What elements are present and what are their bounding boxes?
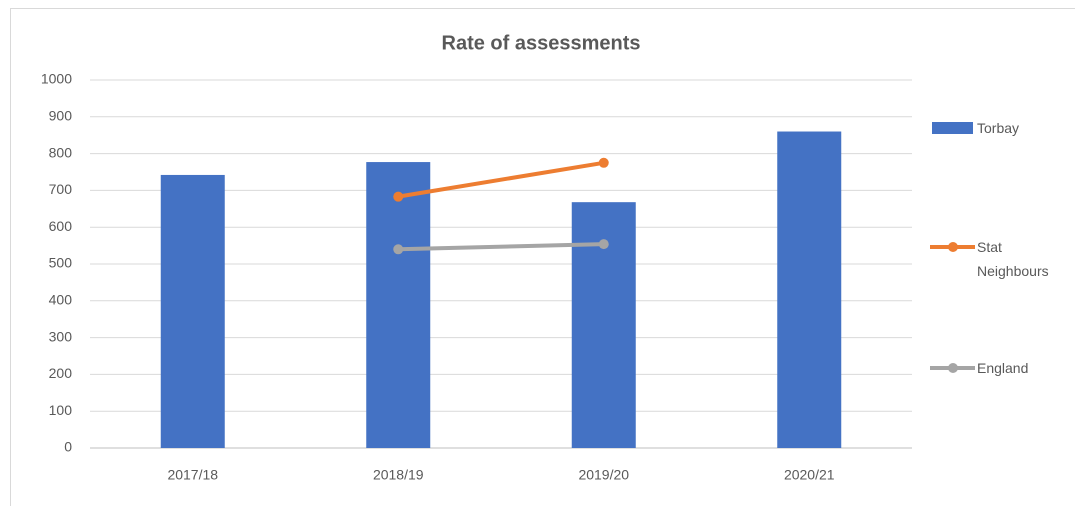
chart-border: [10, 8, 1075, 506]
legend-marker: [948, 363, 958, 373]
legend-swatch: [932, 122, 973, 134]
x-tick-label: 2018/19: [373, 467, 424, 483]
y-tick-label: 700: [49, 181, 73, 197]
point: [598, 239, 609, 250]
bar: [571, 202, 636, 448]
y-tick-label: 300: [49, 328, 73, 344]
legend-marker: [948, 242, 958, 252]
line: [396, 242, 606, 252]
line: [396, 160, 606, 199]
legend-label: England: [977, 360, 1029, 376]
chart-title: Rate of assessments: [442, 32, 641, 54]
x-tick-label: 2020/21: [784, 467, 835, 483]
bar: [160, 174, 225, 448]
x-tick-label: 2019/20: [578, 467, 629, 483]
legend-label: Torbay: [977, 120, 1020, 136]
x-tick-label: 2017/18: [167, 467, 218, 483]
y-tick-label: 500: [49, 255, 73, 271]
y-tick-label: 1000: [41, 71, 72, 87]
point: [598, 157, 609, 168]
y-tick-label: 900: [49, 108, 73, 124]
bar: [777, 131, 842, 448]
y-tick-label: 100: [49, 402, 73, 418]
y-tick-label: 200: [49, 365, 73, 381]
point: [393, 191, 404, 202]
y-tick-label: 800: [49, 144, 73, 160]
y-tick-label: 0: [64, 439, 72, 455]
y-tick-label: 400: [49, 292, 73, 308]
bar: [366, 162, 431, 448]
y-tick-label: 600: [49, 218, 73, 234]
legend-label: Stat Neighbours: [977, 239, 1049, 279]
point: [393, 244, 404, 255]
